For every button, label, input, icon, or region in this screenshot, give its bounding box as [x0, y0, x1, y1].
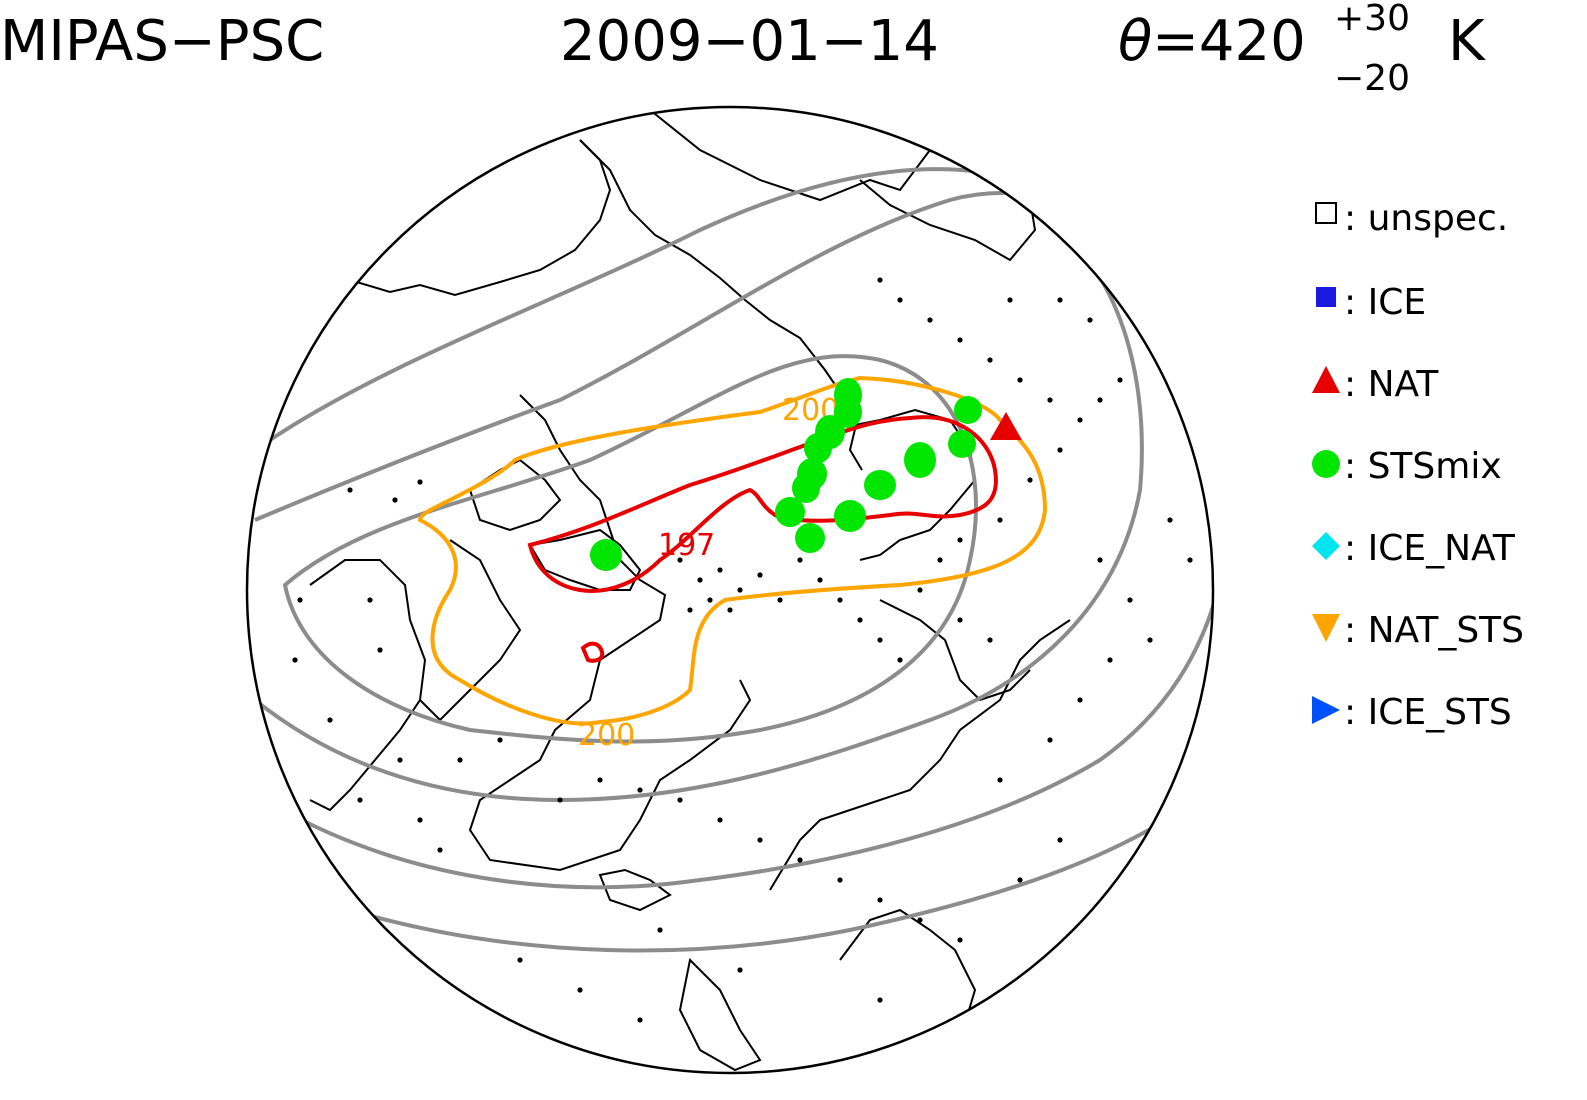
theta-unit: K [1448, 9, 1486, 74]
legend: : unspec. : ICE : NAT : STSmix : ICE_NAT… [1312, 198, 1524, 733]
orange-200-contour [417, 375, 1048, 726]
legend-label-ice: : ICE [1344, 282, 1426, 323]
legend-item-ice-nat: : ICE_NAT [1312, 528, 1516, 569]
diamond-icon [1312, 532, 1340, 560]
legend-item-ice-sts: : ICE_STS [1312, 692, 1512, 733]
instrument-title: MIPAS−PSC [0, 9, 324, 74]
legend-label-ice-nat: : ICE_NAT [1344, 528, 1516, 569]
open-square-icon [1315, 202, 1337, 224]
theta-title: θ =420 +30 −20 K [1118, 0, 1486, 99]
gray-contours [253, 107, 1213, 1012]
orange-contour-label-bottom: 200 [578, 718, 635, 753]
legend-label-unspec: : unspec. [1344, 198, 1508, 239]
theta-value: =420 [1152, 9, 1306, 74]
coastlines [247, 109, 1071, 1072]
legend-item-unspec: : unspec. [1315, 198, 1508, 239]
triangle-right-icon [1312, 696, 1340, 724]
theta-upper: +30 [1334, 0, 1410, 39]
legend-item-nat: : NAT [1312, 364, 1439, 405]
legend-label-nat-sts: : NAT_STS [1344, 610, 1524, 651]
theta-lower: −20 [1334, 58, 1410, 99]
map-disc: 200 200 197 [245, 105, 1215, 1075]
stsmix-markers [590, 378, 982, 571]
triangle-up-icon [1312, 366, 1340, 393]
legend-label-ice-sts: : ICE_STS [1344, 692, 1512, 733]
legend-item-ice: : ICE [1316, 282, 1426, 323]
nat-marker [990, 412, 1022, 440]
unspec-dots [292, 277, 1193, 1023]
red-197-small-contour [580, 641, 605, 663]
legend-item-stsmix: : STSmix [1312, 446, 1502, 487]
map-boundary [245, 105, 1215, 1075]
theta-symbol: θ [1118, 9, 1152, 74]
date-title: 2009−01−14 [560, 9, 939, 74]
red-197-contour [527, 415, 998, 593]
legend-label-stsmix: : STSmix [1344, 446, 1502, 487]
triangle-down-icon [1312, 614, 1340, 642]
legend-item-nat-sts: : NAT_STS [1312, 610, 1524, 651]
red-contour-label: 197 [658, 528, 715, 563]
filled-square-icon [1316, 287, 1336, 307]
legend-label-nat: : NAT [1344, 364, 1439, 405]
circle-icon [1312, 450, 1340, 478]
